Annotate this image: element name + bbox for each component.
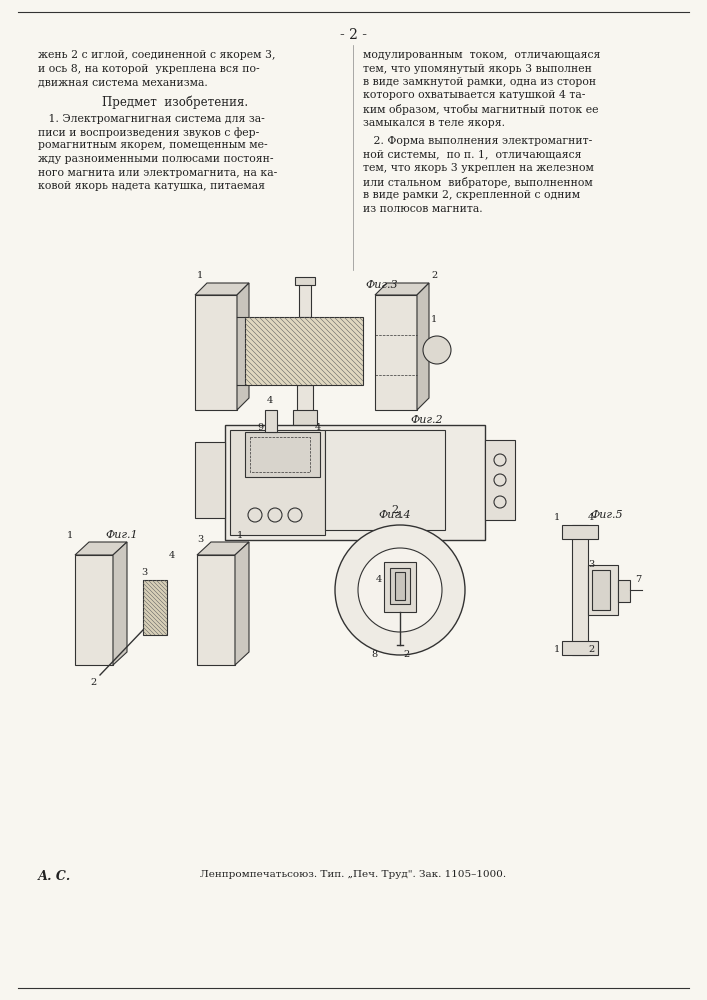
Text: движная система механизма.: движная система механизма. xyxy=(38,77,208,87)
Bar xyxy=(297,385,313,423)
Text: ким образом, чтобы магнитный поток ее: ким образом, чтобы магнитный поток ее xyxy=(363,104,599,115)
Bar xyxy=(293,410,317,426)
Text: ковой якорь надета катушка, питаемая: ковой якорь надета катушка, питаемая xyxy=(38,181,265,191)
Text: ного магнита или электромагнита, на ка-: ного магнита или электромагнита, на ка- xyxy=(38,167,277,178)
Bar xyxy=(225,425,485,540)
Text: 1: 1 xyxy=(197,271,203,280)
Text: 9: 9 xyxy=(257,423,263,432)
Bar xyxy=(245,317,363,385)
Text: 3: 3 xyxy=(588,560,595,569)
Polygon shape xyxy=(75,542,127,555)
Polygon shape xyxy=(235,542,249,665)
Polygon shape xyxy=(197,542,249,555)
Text: 8: 8 xyxy=(372,650,378,659)
Text: замыкался в теле якоря.: замыкался в теле якоря. xyxy=(363,117,505,127)
Text: жень 2 с иглой, соединенной с якорем 3,: жень 2 с иглой, соединенной с якорем 3, xyxy=(38,50,276,60)
Text: ной системы,  по п. 1,  отличающаяся: ной системы, по п. 1, отличающаяся xyxy=(363,149,581,159)
Text: ромагнитным якорем, помещенным ме-: ромагнитным якорем, помещенным ме- xyxy=(38,140,268,150)
Bar xyxy=(265,410,277,432)
Text: 1: 1 xyxy=(554,513,560,522)
Text: 4: 4 xyxy=(315,423,321,432)
Bar xyxy=(295,277,315,285)
Polygon shape xyxy=(417,283,429,410)
Text: или стальном  вибраторе, выполненном: или стальном вибраторе, выполненном xyxy=(363,176,592,188)
Bar xyxy=(562,525,598,539)
Bar xyxy=(143,580,167,635)
Text: в виде замкнутой рамки, одна из сторон: в виде замкнутой рамки, одна из сторон xyxy=(363,77,596,87)
Text: Предмет  изобретения.: Предмет изобретения. xyxy=(102,96,248,109)
Text: в виде рамки 2, скрепленной с одним: в виде рамки 2, скрепленной с одним xyxy=(363,190,580,200)
Text: 1: 1 xyxy=(66,531,73,540)
Bar xyxy=(485,440,515,520)
Circle shape xyxy=(358,548,442,632)
Bar xyxy=(618,580,630,602)
Text: модулированным  током,  отличающаяся: модулированным током, отличающаяся xyxy=(363,50,600,60)
Circle shape xyxy=(423,336,451,364)
Text: тем, что упомянутый якорь 3 выполнен: тем, что упомянутый якорь 3 выполнен xyxy=(363,64,592,74)
Bar xyxy=(562,641,598,655)
Bar xyxy=(299,280,311,317)
Bar xyxy=(245,317,363,385)
Bar xyxy=(390,568,410,604)
Text: из полюсов магнита.: из полюсов магнита. xyxy=(363,204,483,214)
Text: Фиг.2: Фиг.2 xyxy=(410,415,443,425)
Text: 1: 1 xyxy=(397,511,403,520)
Text: 1. Электромагнигная система для за-: 1. Электромагнигная система для за- xyxy=(38,113,264,123)
Text: 1: 1 xyxy=(237,531,243,540)
Polygon shape xyxy=(195,283,249,295)
Text: 7: 7 xyxy=(635,575,641,584)
Text: писи и воспроизведения звуков с фер-: писи и воспроизведения звуков с фер- xyxy=(38,127,259,138)
Text: 2: 2 xyxy=(90,678,97,687)
Bar xyxy=(592,570,610,610)
Text: и ось 8, на которой  укреплена вся по-: и ось 8, на которой укреплена вся по- xyxy=(38,64,259,74)
Bar xyxy=(384,562,416,612)
Polygon shape xyxy=(237,283,249,410)
Bar xyxy=(250,437,310,472)
Bar xyxy=(195,442,225,518)
Text: 3: 3 xyxy=(141,568,147,577)
Text: 2. Форма выполнения электромагнит-: 2. Форма выполнения электромагнит- xyxy=(363,136,592,146)
Text: 3: 3 xyxy=(197,535,203,544)
Bar xyxy=(245,432,320,477)
Text: А. С.: А. С. xyxy=(38,870,71,883)
Bar xyxy=(588,565,618,615)
Circle shape xyxy=(335,525,465,655)
Text: - 2 -: - 2 - xyxy=(339,28,366,42)
Text: 4: 4 xyxy=(267,396,273,405)
Polygon shape xyxy=(113,542,127,665)
Text: 4: 4 xyxy=(375,576,382,584)
Bar xyxy=(395,572,405,600)
Text: 2: 2 xyxy=(588,645,595,654)
Bar xyxy=(230,430,325,535)
Text: 2: 2 xyxy=(392,505,399,515)
Text: 4: 4 xyxy=(169,551,175,560)
Text: 1: 1 xyxy=(431,315,437,324)
Text: 2: 2 xyxy=(431,271,437,280)
Polygon shape xyxy=(375,283,429,295)
Text: 1: 1 xyxy=(554,645,560,654)
Bar xyxy=(325,430,445,530)
Text: 4: 4 xyxy=(588,513,595,522)
Bar xyxy=(572,525,588,655)
Text: Фиг.1: Фиг.1 xyxy=(105,530,138,540)
Text: 2: 2 xyxy=(403,650,409,659)
Bar xyxy=(143,580,167,635)
Bar xyxy=(197,555,235,665)
Bar xyxy=(195,295,237,410)
Bar xyxy=(75,555,113,665)
Text: Ленпромпечатьсоюз. Тип. „Печ. Труд". Зак. 1105–1000.: Ленпромпечатьсоюз. Тип. „Печ. Труд". Зак… xyxy=(200,870,506,879)
Text: тем, что якорь 3 укреплен на железном: тем, что якорь 3 укреплен на железном xyxy=(363,163,594,173)
Text: жду разноименными полюсами постоян-: жду разноименными полюсами постоян- xyxy=(38,154,274,164)
Text: которого охватывается катушкой 4 та-: которого охватывается катушкой 4 та- xyxy=(363,91,585,101)
Text: Фиг.4: Фиг.4 xyxy=(379,510,411,520)
Text: Фиг.3: Фиг.3 xyxy=(365,280,397,290)
Text: Фиг.5: Фиг.5 xyxy=(590,510,623,520)
Bar xyxy=(375,295,417,410)
